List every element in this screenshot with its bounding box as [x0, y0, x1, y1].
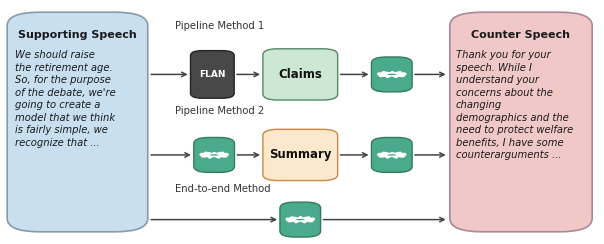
Text: End-to-end Method: End-to-end Method: [175, 184, 271, 194]
Text: Summary: Summary: [269, 148, 332, 162]
Text: We should raise
the retirement age.
So, for the purpose
of the debate, we're
goi: We should raise the retirement age. So, …: [15, 50, 116, 148]
Text: Supporting Speech: Supporting Speech: [18, 30, 137, 41]
Text: Pipeline Method 1: Pipeline Method 1: [175, 21, 265, 30]
Polygon shape: [287, 217, 314, 222]
Text: Pipeline Method 2: Pipeline Method 2: [175, 106, 265, 116]
FancyBboxPatch shape: [371, 57, 412, 92]
Polygon shape: [387, 74, 396, 75]
Text: Counter Speech: Counter Speech: [472, 30, 571, 41]
FancyBboxPatch shape: [194, 137, 234, 173]
FancyBboxPatch shape: [450, 12, 592, 232]
Polygon shape: [201, 153, 228, 157]
FancyBboxPatch shape: [263, 49, 338, 100]
FancyBboxPatch shape: [263, 129, 338, 181]
Text: Claims: Claims: [278, 68, 322, 81]
Polygon shape: [387, 154, 396, 156]
Polygon shape: [210, 154, 219, 156]
Polygon shape: [296, 219, 305, 220]
FancyBboxPatch shape: [190, 51, 234, 98]
FancyBboxPatch shape: [371, 137, 412, 173]
Text: FLAN: FLAN: [199, 70, 226, 79]
Polygon shape: [378, 153, 405, 157]
FancyBboxPatch shape: [7, 12, 148, 232]
Polygon shape: [378, 72, 405, 77]
FancyBboxPatch shape: [280, 202, 321, 237]
Text: Thank you for your
speech. While I
understand your
concerns about the
changing
d: Thank you for your speech. While I under…: [456, 50, 573, 161]
